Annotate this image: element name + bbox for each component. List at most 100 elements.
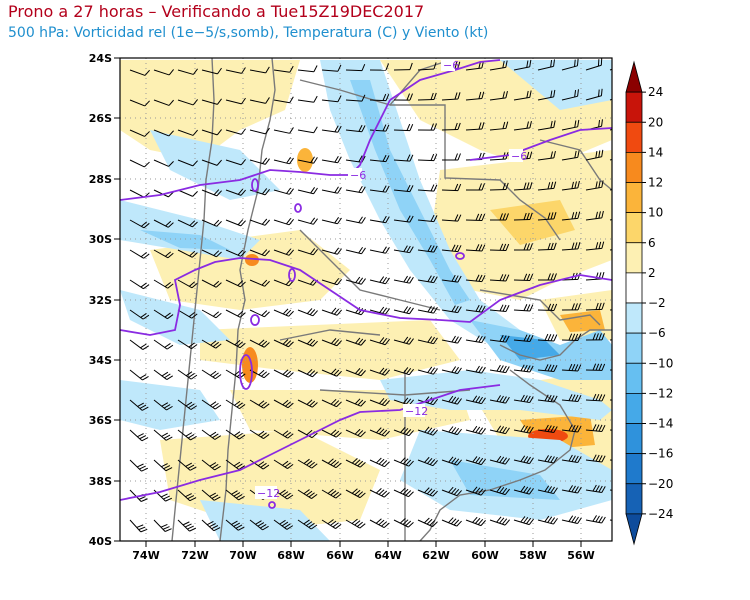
wind-barb-feather	[141, 437, 149, 442]
wind-barb-feather	[505, 274, 510, 282]
wind-barb-feather	[505, 60, 508, 68]
wind-barb-feather	[285, 401, 292, 407]
wind-barb-feather	[406, 93, 410, 101]
wind-barb-feather	[382, 154, 387, 162]
wind-barb	[201, 69, 218, 75]
wind-barb-feather	[547, 394, 552, 402]
wind-barb-feather	[357, 430, 364, 436]
wind-barb-feather	[433, 92, 437, 100]
wind-barb-feather	[520, 455, 526, 462]
wind-barb-feather	[478, 274, 483, 282]
wind-barb-feather	[354, 520, 361, 526]
wind-barb	[417, 68, 435, 71]
wind-barb	[177, 129, 194, 136]
wind-barb-feather	[282, 399, 289, 406]
wind-barb-feather	[620, 424, 623, 430]
lat-label: 30S	[89, 233, 112, 246]
wind-barb-feather	[164, 528, 172, 532]
wind-barb	[225, 129, 242, 135]
lon-label: 60W	[471, 549, 498, 562]
wind-barb-feather	[574, 59, 576, 67]
wind-barb-feather	[430, 214, 435, 222]
wind-barb-feather	[213, 527, 221, 532]
wind-barb-feather	[623, 150, 624, 157]
wind-barb-feather	[144, 131, 150, 137]
wind-barb-feather	[574, 120, 577, 128]
wind-barb-feather	[262, 157, 268, 164]
wind-barb-feather	[457, 92, 461, 100]
wind-barb-feather	[405, 459, 412, 466]
wind-barb	[345, 69, 363, 72]
wind-barb-feather	[526, 304, 531, 312]
wind-barb-feather	[140, 498, 148, 502]
wind-barb-feather	[529, 59, 532, 67]
wind-barb-feather	[620, 242, 622, 249]
wind-barb-feather	[406, 306, 411, 314]
wind-barb-feather	[427, 275, 432, 282]
wind-barb-feather	[472, 456, 478, 463]
wind-barb-feather	[336, 278, 342, 286]
wind-barb-feather	[523, 334, 528, 342]
wind-barb-feather	[144, 161, 150, 168]
wind-barb-feather	[504, 488, 510, 495]
wind-barb-feather	[577, 364, 582, 372]
colorbar-swatch	[625, 423, 643, 455]
wind-barb-feather	[313, 65, 318, 72]
wind-barb-feather	[601, 180, 604, 188]
wind-barb-feather	[168, 130, 174, 137]
wind-barb-feather	[281, 521, 289, 527]
wind-barb-feather	[454, 336, 459, 343]
wind-barb-feather	[311, 463, 318, 469]
wind-barb-feather	[453, 458, 460, 465]
colorbar-label: −10	[648, 356, 673, 370]
wind-barb-feather	[354, 489, 361, 496]
wind-barb-feather	[216, 98, 222, 105]
wind-barb-feather	[289, 96, 294, 104]
wind-barb-feather	[529, 335, 534, 342]
wind-barb-feather	[191, 252, 198, 258]
colorbar-swatch	[625, 60, 643, 93]
wind-barb-feather	[237, 526, 245, 531]
wind-barb-feather	[427, 305, 432, 313]
wind-barb-feather	[472, 516, 478, 523]
wind-barb-feather	[381, 399, 388, 405]
vorticity-moderate-area	[560, 310, 605, 332]
wind-barb-feather	[523, 486, 529, 493]
wind-barb-feather	[382, 246, 387, 253]
wind-barb-feather	[210, 340, 217, 346]
colorbar-label: −6	[648, 326, 666, 340]
wind-barb-feather	[523, 395, 528, 402]
wind-barb-feather	[165, 467, 173, 472]
wind-barb-feather	[357, 369, 364, 375]
wind-barb	[153, 189, 169, 198]
wind-barb-feather	[448, 517, 454, 524]
wind-barb-feather	[547, 425, 552, 432]
wind-barb-feather	[215, 312, 222, 319]
wind-barb-feather	[433, 276, 438, 283]
wind-barb-feather	[454, 92, 458, 100]
wind-barb-feather	[429, 489, 436, 496]
wind-barb-feather	[334, 247, 340, 254]
wind-barb-feather	[547, 486, 553, 493]
wind-barb-feather	[139, 435, 147, 440]
wind-barb-feather	[547, 516, 553, 523]
wind-barb-feather	[451, 427, 457, 434]
wind-barb-feather	[409, 185, 414, 192]
wind-barb-feather	[282, 460, 289, 466]
wind-barb-feather	[385, 155, 390, 162]
wind-barb-feather	[598, 150, 601, 158]
wind-barb-feather	[574, 89, 577, 98]
wind-barb-feather	[553, 426, 558, 433]
wind-barb-feather	[209, 492, 217, 497]
wind-barb-feather	[140, 313, 147, 318]
wind-barb-feather	[620, 515, 623, 521]
wind-barb-feather	[190, 374, 198, 380]
chart-title: Prono a 27 horas – Verificando a Tue15Z1…	[8, 2, 425, 21]
wind-barb	[129, 69, 146, 76]
wind-barb-feather	[182, 521, 190, 526]
wind-barb-feather	[574, 486, 579, 493]
wind-barb-feather	[310, 156, 315, 163]
wind-barb-feather	[337, 187, 342, 194]
wind-barb-feather	[287, 402, 294, 409]
wind-barb-feather	[188, 403, 195, 409]
